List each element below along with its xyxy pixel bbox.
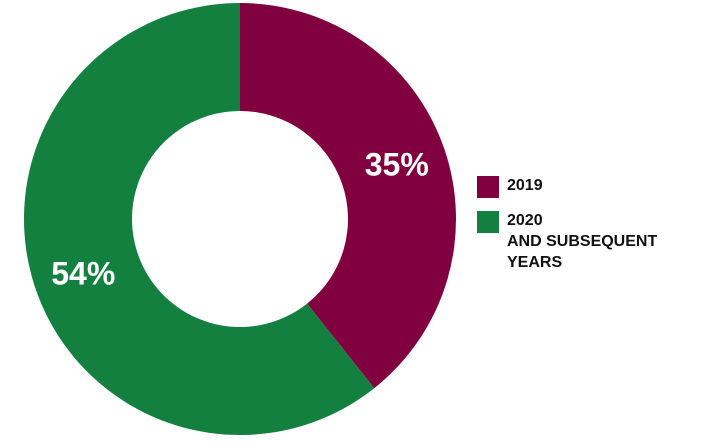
slices-layer <box>24 3 457 435</box>
legend-swatch-2020-subsequent <box>477 211 499 233</box>
slice-value-label-1: 54% <box>51 256 115 292</box>
legend: 2019 2020 AND SUBSEQUENT YEARS <box>477 175 697 287</box>
slice-value-label-0: 35% <box>365 146 429 182</box>
slice-labels-layer: 35% 54% <box>51 146 429 291</box>
legend-label-2020-subsequent: 2020 AND SUBSEQUENT YEARS <box>507 212 658 271</box>
legend-item-2019: 2019 <box>477 175 697 198</box>
donut-slice-1 <box>24 3 375 435</box>
legend-swatch-2019 <box>477 176 499 198</box>
legend-item-2020-subsequent: 2020 AND SUBSEQUENT YEARS <box>477 210 697 273</box>
legend-label-2019: 2019 <box>507 177 543 194</box>
donut-slice-0 <box>240 3 457 389</box>
